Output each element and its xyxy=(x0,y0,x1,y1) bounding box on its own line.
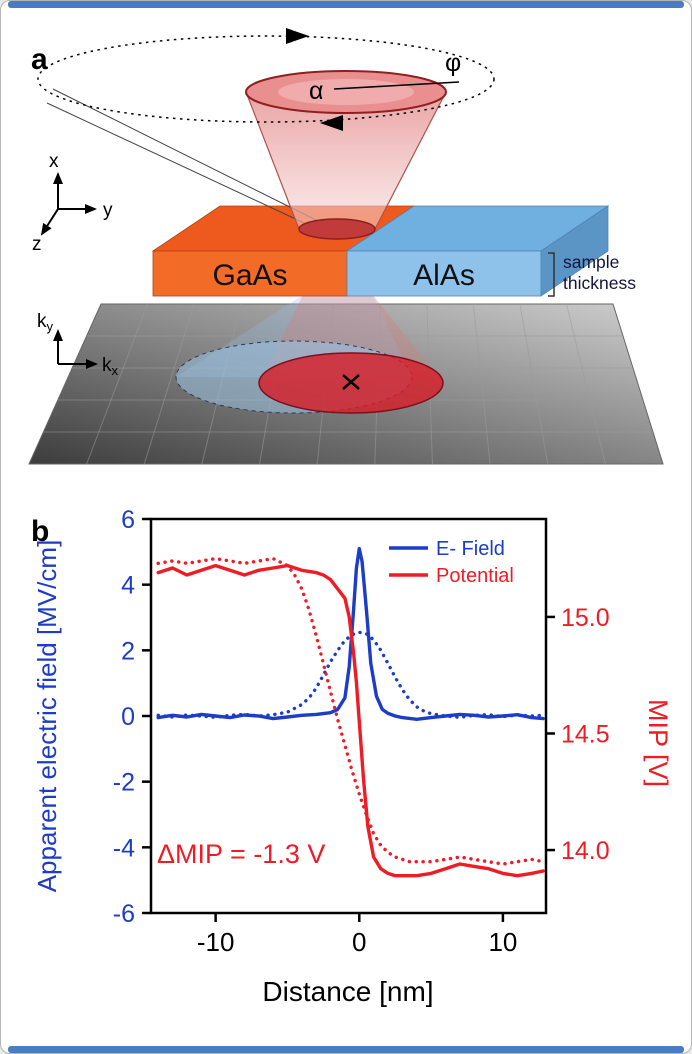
plot-box xyxy=(149,517,548,915)
y-left-tick-label: -6 xyxy=(113,900,135,928)
precession-arrow-left xyxy=(320,115,343,131)
sample-thickness-line1: sample xyxy=(563,252,619,272)
panel-a-figure: GaAs AlAs sample thickness φ α x y z xyxy=(28,28,664,465)
left-axis-title: Apparent electric field [MV/cm] xyxy=(32,540,62,893)
y-right-tick-label: 15.0 xyxy=(561,604,610,632)
kx-axis-label: kx xyxy=(102,355,119,378)
sample-thickness-line2: thickness xyxy=(563,273,636,293)
cone-bottom-disc xyxy=(298,218,376,240)
detector-grid-line xyxy=(143,303,195,465)
phi-label: φ xyxy=(445,49,461,77)
gaas-label: GaAs xyxy=(212,259,287,292)
alas-front-face xyxy=(346,250,542,297)
series-solid xyxy=(156,563,545,878)
phi-angle-line xyxy=(333,81,460,90)
delta-mip-annotation: ΔMIP = -1.3 V xyxy=(157,839,325,869)
thickness-bracket xyxy=(548,252,555,297)
x-axis-label: x xyxy=(49,151,59,172)
y-left-tick-label: -2 xyxy=(113,769,135,797)
legend-label: E- Field xyxy=(436,538,505,560)
bottom-accent-bar xyxy=(8,1046,684,1053)
y-left-tick-label: 6 xyxy=(121,506,135,534)
slab-side-face xyxy=(540,205,609,297)
real-space-axes xyxy=(40,172,97,236)
series-dotted xyxy=(156,630,545,720)
gaas-front-face xyxy=(152,250,348,297)
ky-axis-label: ky xyxy=(37,311,54,334)
y-left-tick-label: 2 xyxy=(121,637,135,665)
y-right-tick-label: 14.5 xyxy=(561,720,610,748)
y-right-tick-label: 14.0 xyxy=(561,837,610,865)
z-axis-label: z xyxy=(32,234,42,255)
right-axis-title: MIP [V] xyxy=(643,699,673,787)
x-tick-label: -10 xyxy=(197,927,235,957)
cone-top-highlight xyxy=(278,79,414,105)
x-tick-label: 10 xyxy=(488,927,517,957)
legend-label: Potential xyxy=(436,565,514,587)
y-left-tick-label: -4 xyxy=(113,834,135,862)
x-axis-title: Distance [nm] xyxy=(262,976,433,1007)
precession-arrow-right xyxy=(286,28,309,44)
panel-a-label: a xyxy=(31,43,48,76)
alpha-label: α xyxy=(309,77,323,105)
panel-b-chart: -10 0 10 6 4 2 0 -2 -4 -6 15.0 14.5 14.0 E- Field Pote… xyxy=(31,506,673,1007)
beam-tilt-line-2 xyxy=(46,102,318,230)
precession-circle xyxy=(37,35,495,123)
y-left-tick-label: 4 xyxy=(121,572,135,600)
detector-grid-line xyxy=(565,303,606,465)
beam-center-cross xyxy=(342,374,360,390)
panel-b-label: b xyxy=(31,515,49,548)
detector-grid-line xyxy=(472,303,491,465)
alas-label: AlAs xyxy=(413,259,475,292)
top-accent-bar xyxy=(8,1,684,8)
series-dotted xyxy=(156,556,545,866)
detector-grid-line xyxy=(519,303,549,465)
series-solid xyxy=(156,546,545,722)
reciprocal-space-axes xyxy=(53,329,98,369)
chart-layer: -10 0 10 6 4 2 0 -2 -4 -6 15.0 14.5 14.0 E- Field Pote… xyxy=(113,506,610,957)
x-tick-label: 0 xyxy=(352,927,366,957)
beam-tilt-line-1 xyxy=(52,88,327,226)
detector-grid-line xyxy=(86,303,149,465)
y-left-tick-label: 0 xyxy=(121,703,135,731)
y-axis-label: y xyxy=(103,200,113,221)
